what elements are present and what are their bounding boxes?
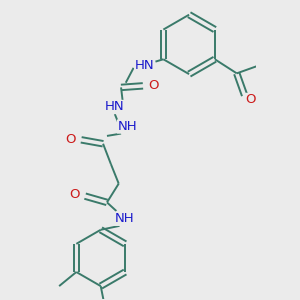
Text: O: O xyxy=(149,80,159,92)
Text: O: O xyxy=(246,93,256,106)
Text: O: O xyxy=(65,133,76,146)
Text: O: O xyxy=(69,188,80,201)
Text: HN: HN xyxy=(105,100,124,113)
Text: NH: NH xyxy=(114,212,134,225)
Text: HN: HN xyxy=(135,59,154,72)
Text: NH: NH xyxy=(118,120,137,133)
